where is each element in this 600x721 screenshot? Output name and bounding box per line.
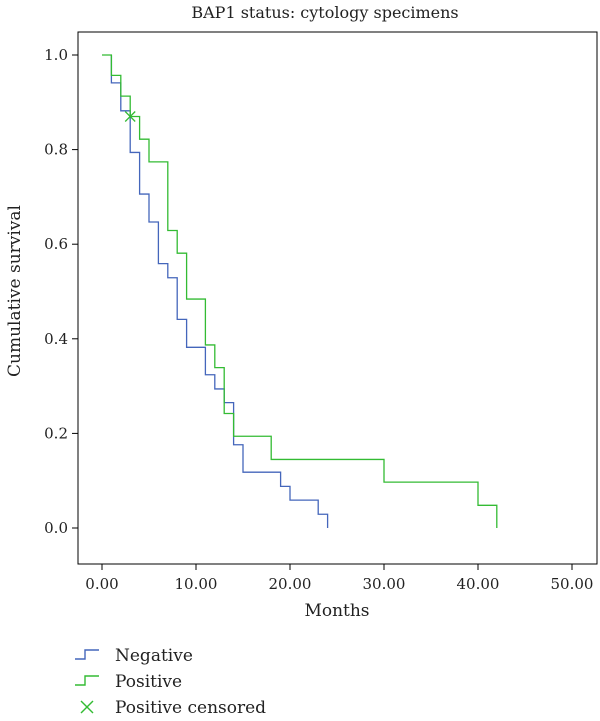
plot-frame xyxy=(77,31,598,565)
chart-title: BAP1 status: cytology specimens xyxy=(191,3,458,22)
y-tick-label: 0.6 xyxy=(44,235,68,253)
legend-item: Positive censored xyxy=(80,698,266,718)
y-axis: 0.0 0.2 0.4 0.6 0.8 1.0 xyxy=(44,46,78,537)
y-axis-title: Cumulative survival xyxy=(5,205,25,377)
legend-swatch xyxy=(75,649,99,660)
y-tick-label: 0.0 xyxy=(44,519,68,537)
x-tick-label: 50.00 xyxy=(551,575,594,593)
x-tick-label: 0.00 xyxy=(85,575,118,593)
censor-layer xyxy=(124,111,136,122)
x-tick-label: 40.00 xyxy=(457,575,500,593)
y-tick-label: 0.2 xyxy=(44,424,68,442)
y-tick-label: 0.4 xyxy=(44,330,68,348)
censor-mark xyxy=(124,111,136,122)
legend-label: Positive censored xyxy=(115,698,266,718)
x-axis-title: Months xyxy=(304,601,369,621)
y-tick-label: 0.8 xyxy=(44,141,68,159)
series-layer xyxy=(102,54,498,528)
series-line-negative xyxy=(110,55,329,528)
x-tick-label: 30.00 xyxy=(363,575,406,593)
x-axis: 0.00 10.00 20.00 30.00 40.00 50.00 xyxy=(85,564,593,593)
legend-swatch xyxy=(75,675,99,686)
legend-item: Negative xyxy=(75,646,193,666)
legend: Negative Positive Positive censored xyxy=(75,646,266,718)
x-tick-label: 10.00 xyxy=(175,575,218,593)
legend-label: Positive xyxy=(115,672,182,692)
legend-item: Positive xyxy=(75,672,182,692)
legend-label: Negative xyxy=(115,646,193,666)
legend-swatch xyxy=(80,700,94,714)
x-tick-label: 20.00 xyxy=(269,575,312,593)
y-tick-label: 1.0 xyxy=(44,46,68,64)
series-line-positive xyxy=(102,54,498,528)
